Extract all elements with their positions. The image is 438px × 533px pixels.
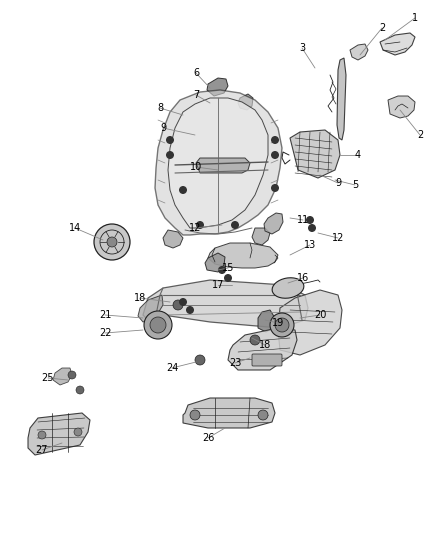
Polygon shape: [183, 398, 275, 428]
Text: 5: 5: [352, 180, 358, 190]
Text: 27: 27: [36, 445, 48, 455]
Ellipse shape: [272, 278, 304, 298]
Text: 18: 18: [259, 340, 271, 350]
Text: 19: 19: [272, 318, 284, 328]
Circle shape: [271, 151, 279, 159]
Circle shape: [166, 151, 174, 159]
FancyBboxPatch shape: [252, 354, 282, 366]
Circle shape: [270, 313, 294, 337]
Polygon shape: [337, 58, 346, 140]
Circle shape: [190, 410, 200, 420]
Circle shape: [275, 318, 289, 332]
Polygon shape: [138, 295, 163, 322]
Circle shape: [74, 428, 82, 436]
Circle shape: [306, 216, 314, 224]
Polygon shape: [168, 98, 268, 228]
Text: 3: 3: [299, 43, 305, 53]
Circle shape: [38, 431, 46, 439]
Text: 6: 6: [193, 68, 199, 78]
Text: 7: 7: [193, 90, 199, 100]
Polygon shape: [278, 290, 342, 355]
Circle shape: [179, 298, 187, 306]
Polygon shape: [388, 96, 415, 118]
Text: 23: 23: [229, 358, 241, 368]
Circle shape: [250, 335, 260, 345]
Text: 13: 13: [304, 240, 316, 250]
Polygon shape: [28, 413, 90, 455]
Polygon shape: [207, 78, 228, 96]
Text: 2: 2: [379, 23, 385, 33]
Circle shape: [150, 317, 166, 333]
Polygon shape: [143, 280, 308, 328]
Circle shape: [196, 221, 204, 229]
Text: 24: 24: [166, 363, 178, 373]
Text: 1: 1: [412, 13, 418, 23]
Circle shape: [144, 311, 172, 339]
Text: 8: 8: [157, 103, 163, 113]
Polygon shape: [196, 158, 250, 173]
Text: 20: 20: [314, 310, 326, 320]
Text: 4: 4: [355, 150, 361, 160]
Text: 21: 21: [99, 310, 111, 320]
Text: 15: 15: [222, 263, 234, 273]
Circle shape: [308, 224, 316, 232]
Circle shape: [271, 136, 279, 144]
Circle shape: [68, 371, 76, 379]
Text: 26: 26: [202, 433, 214, 443]
Text: 12: 12: [189, 223, 201, 233]
Polygon shape: [228, 328, 297, 370]
Text: 9: 9: [160, 123, 166, 133]
Circle shape: [195, 355, 205, 365]
Polygon shape: [163, 230, 183, 248]
Polygon shape: [252, 228, 270, 245]
Polygon shape: [258, 310, 275, 332]
Circle shape: [76, 386, 84, 394]
Text: 14: 14: [69, 223, 81, 233]
Circle shape: [166, 136, 174, 144]
Polygon shape: [155, 90, 282, 235]
Circle shape: [224, 274, 232, 282]
Polygon shape: [350, 44, 368, 60]
Circle shape: [173, 300, 183, 310]
Polygon shape: [238, 94, 253, 110]
Circle shape: [258, 410, 268, 420]
Text: 12: 12: [332, 233, 344, 243]
Circle shape: [271, 184, 279, 192]
Text: 22: 22: [99, 328, 111, 338]
Circle shape: [94, 224, 130, 260]
Circle shape: [231, 221, 239, 229]
Text: 10: 10: [190, 162, 202, 172]
Text: 11: 11: [297, 215, 309, 225]
Circle shape: [179, 186, 187, 194]
Polygon shape: [208, 243, 278, 268]
Text: 25: 25: [42, 373, 54, 383]
Polygon shape: [264, 213, 283, 234]
Text: 17: 17: [212, 280, 224, 290]
Text: 16: 16: [297, 273, 309, 283]
Circle shape: [107, 237, 117, 247]
Polygon shape: [53, 368, 72, 385]
Text: 9: 9: [335, 178, 341, 188]
Polygon shape: [290, 130, 340, 178]
Circle shape: [186, 306, 194, 314]
Polygon shape: [380, 33, 415, 55]
Text: 2: 2: [417, 130, 423, 140]
Circle shape: [218, 266, 226, 274]
Polygon shape: [205, 253, 225, 272]
Text: 18: 18: [134, 293, 146, 303]
